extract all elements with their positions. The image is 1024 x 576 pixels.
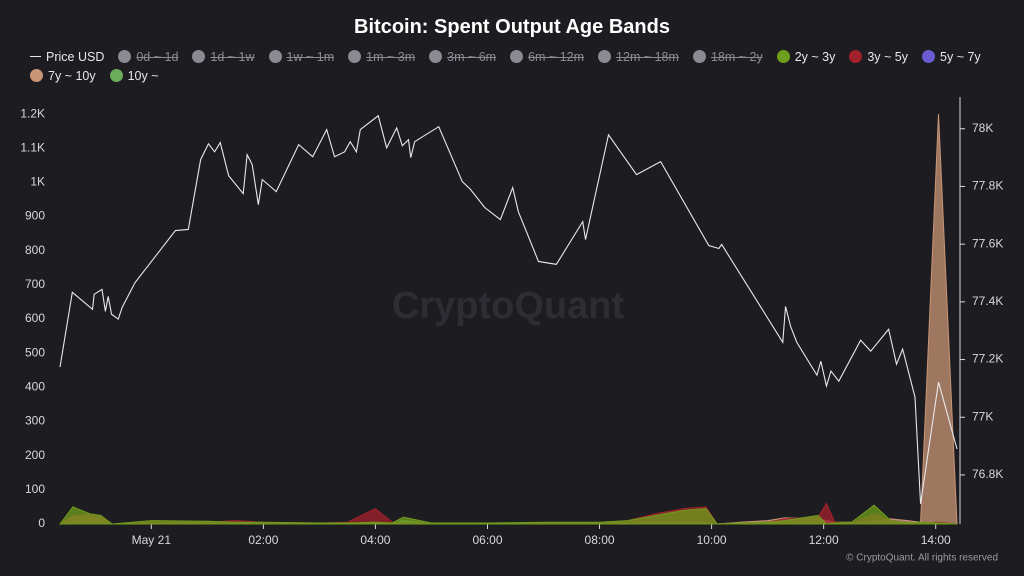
- y-tick-label: 1.1K: [20, 140, 45, 154]
- legend-label: 6m ~ 12m: [528, 49, 585, 64]
- y-tick-label: 900: [25, 209, 45, 223]
- y-tick-label: 1K: [30, 175, 45, 189]
- legend-item[interactable]: 18m ~ 2y: [692, 48, 763, 65]
- legend: Price USD 0d ~ 1d 1d ~ 1w 1w ~ 1m 1m ~ 3m 3m …: [30, 48, 1010, 84]
- y-tick-label: 0: [38, 516, 45, 530]
- legend-label: 7y ~ 10y: [48, 68, 96, 83]
- y-tick-label: 100: [25, 482, 45, 496]
- legend-label: 0d ~ 1d: [136, 49, 179, 64]
- x-tick-label: 08:00: [585, 533, 615, 547]
- x-tick-label: 04:00: [360, 533, 390, 547]
- legend-label: 12m ~ 18m: [616, 49, 679, 64]
- area: [58, 504, 958, 525]
- legend-symbol: [30, 56, 41, 57]
- legend-label: Price USD: [46, 49, 105, 64]
- legend-symbol: [429, 50, 443, 63]
- legend-symbol: [192, 50, 206, 63]
- x-tick-label: 02:00: [248, 533, 278, 547]
- legend-label: 2y ~ 3y: [794, 49, 836, 64]
- legend-symbol: [268, 50, 282, 63]
- legend-symbol: [598, 50, 612, 63]
- y2-tick-label: 77.8K: [972, 179, 1003, 193]
- y-tick-label: 200: [25, 448, 45, 462]
- legend-item[interactable]: 6m ~ 12m: [510, 48, 584, 65]
- legend-label: 18m ~ 2y: [710, 49, 763, 64]
- legend-symbol: [692, 50, 706, 63]
- y-tick-label: 700: [25, 277, 45, 291]
- y2-tick-label: 77K: [972, 409, 993, 423]
- legend-symbol: [776, 50, 790, 63]
- y2-tick-label: 77.4K: [972, 294, 1003, 308]
- y-tick-label: 800: [25, 243, 45, 257]
- legend-label: 3y ~ 5y: [867, 49, 909, 64]
- legend-item[interactable]: 12m ~ 18m: [598, 48, 679, 65]
- y2-tick-label: 77.2K: [972, 352, 1003, 366]
- legend-symbol: [849, 50, 863, 63]
- y2-tick-label: 76.8K: [972, 467, 1003, 481]
- footer: © CryptoQuant. All rights reserved: [846, 553, 998, 564]
- legend-item[interactable]: 1d ~ 1w: [192, 48, 255, 65]
- x-tick-label: May 21: [132, 533, 172, 547]
- legend-item[interactable]: 5y ~ 7y: [922, 48, 981, 65]
- y-tick-label: 600: [25, 311, 45, 325]
- legend-symbol: [118, 50, 132, 63]
- legend-item[interactable]: 7y ~ 10y: [30, 67, 96, 84]
- legend-symbol: [109, 69, 123, 82]
- legend-label: 1w ~ 1m: [286, 49, 335, 64]
- y2-tick-label: 78K: [972, 121, 993, 135]
- legend-label: 10y ~: [127, 68, 159, 83]
- x-tick-label: 06:00: [472, 533, 502, 547]
- legend-item[interactable]: 0d ~ 1d: [118, 48, 178, 65]
- legend-label: 5y ~ 7y: [940, 49, 981, 64]
- y-tick-label: 400: [25, 380, 45, 394]
- x-tick-label: 12:00: [809, 533, 839, 547]
- x-tick-label: 10:00: [697, 533, 727, 547]
- legend-item[interactable]: 1w ~ 1m: [268, 48, 335, 65]
- legend-item[interactable]: 3m ~ 6m: [429, 48, 496, 65]
- legend-item[interactable]: Price USD: [30, 48, 104, 65]
- watermark: CryptoQuant: [392, 285, 625, 327]
- price-line: [59, 114, 958, 504]
- y2-tick-label: 77.6K: [972, 236, 1003, 250]
- chart-title: Bitcoin: Spent Output Age Bands: [354, 16, 670, 38]
- y-tick-label: 300: [25, 414, 45, 428]
- legend-symbol: [510, 50, 524, 63]
- legend-item[interactable]: 2y ~ 3y: [776, 48, 836, 65]
- y-tick-label: 1.2K: [20, 106, 45, 120]
- legend-symbol: [30, 69, 43, 82]
- legend-item[interactable]: 1m ~ 3m: [348, 48, 415, 65]
- legend-item[interactable]: 10y ~: [109, 67, 159, 84]
- legend-label: 3m ~ 6m: [447, 49, 497, 64]
- y-tick-label: 500: [25, 345, 45, 359]
- x-tick-label: 14:00: [921, 533, 951, 547]
- legend-label: 1d ~ 1w: [210, 49, 255, 64]
- legend-item[interactable]: 3y ~ 5y: [849, 48, 908, 65]
- legend-label: 1m ~ 3m: [366, 49, 416, 64]
- legend-symbol: [922, 50, 936, 63]
- legend-symbol: [348, 50, 362, 63]
